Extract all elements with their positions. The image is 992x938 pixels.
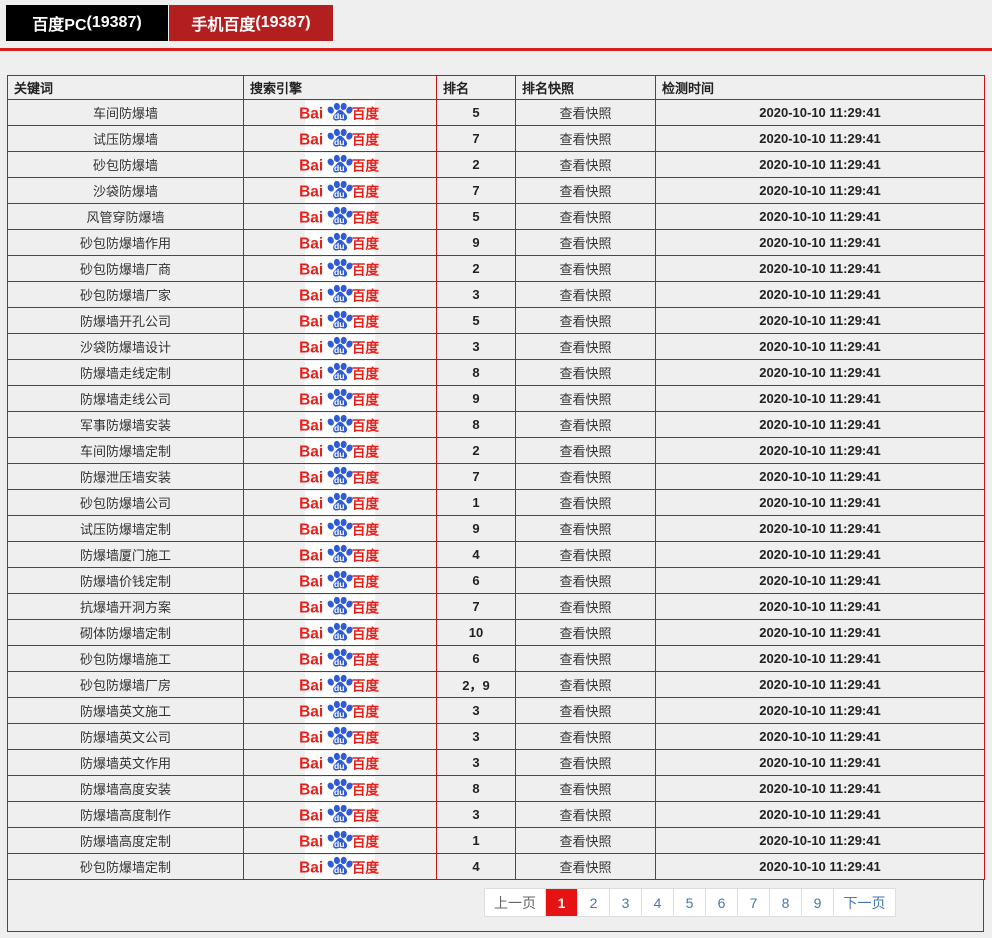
svg-text:du: du: [334, 683, 345, 693]
svg-text:du: du: [334, 111, 345, 121]
svg-text:du: du: [334, 839, 345, 849]
svg-text:Bai: Bai: [299, 495, 323, 512]
svg-text:du: du: [334, 319, 345, 329]
svg-text:Bai: Bai: [299, 261, 323, 278]
svg-text:du: du: [334, 189, 345, 199]
svg-text:Bai: Bai: [299, 209, 323, 226]
svg-text:Bai: Bai: [299, 521, 323, 538]
svg-text:du: du: [334, 579, 345, 589]
svg-text:百度: 百度: [352, 833, 380, 849]
svg-text:百度: 百度: [352, 183, 380, 199]
svg-text:du: du: [334, 709, 345, 719]
svg-text:百度: 百度: [352, 131, 380, 147]
svg-text:Bai: Bai: [299, 859, 323, 876]
svg-text:Bai: Bai: [299, 469, 323, 486]
svg-text:du: du: [334, 267, 345, 277]
svg-text:du: du: [334, 735, 345, 745]
svg-text:du: du: [334, 501, 345, 511]
svg-text:百度: 百度: [352, 703, 380, 719]
svg-text:du: du: [334, 137, 345, 147]
svg-text:du: du: [334, 449, 345, 459]
svg-text:Bai: Bai: [299, 729, 323, 746]
svg-text:百度: 百度: [352, 235, 380, 251]
svg-text:百度: 百度: [352, 625, 380, 641]
svg-text:Bai: Bai: [299, 703, 323, 720]
svg-text:百度: 百度: [352, 755, 380, 771]
svg-text:百度: 百度: [352, 573, 380, 589]
svg-text:Bai: Bai: [299, 833, 323, 850]
svg-text:Bai: Bai: [299, 755, 323, 772]
svg-text:du: du: [334, 241, 345, 251]
svg-text:du: du: [334, 293, 345, 303]
svg-text:Bai: Bai: [299, 651, 323, 668]
svg-text:du: du: [334, 865, 345, 875]
svg-text:du: du: [334, 761, 345, 771]
svg-text:Bai: Bai: [299, 313, 323, 330]
svg-text:du: du: [334, 345, 345, 355]
svg-text:百度: 百度: [352, 417, 380, 433]
svg-text:Bai: Bai: [299, 287, 323, 304]
svg-text:Bai: Bai: [299, 339, 323, 356]
svg-text:Bai: Bai: [299, 547, 323, 564]
svg-text:du: du: [334, 163, 345, 173]
svg-text:Bai: Bai: [299, 443, 323, 460]
svg-text:百度: 百度: [352, 443, 380, 459]
svg-text:du: du: [334, 475, 345, 485]
svg-text:百度: 百度: [352, 261, 380, 277]
svg-text:Bai: Bai: [299, 105, 323, 122]
svg-text:du: du: [334, 605, 345, 615]
svg-text:百度: 百度: [352, 547, 380, 563]
svg-text:百度: 百度: [352, 599, 380, 615]
svg-text:Bai: Bai: [299, 365, 323, 382]
svg-text:百度: 百度: [352, 209, 380, 225]
svg-text:du: du: [334, 371, 345, 381]
svg-text:Bai: Bai: [299, 599, 323, 616]
svg-text:Bai: Bai: [299, 807, 323, 824]
svg-text:Bai: Bai: [299, 625, 323, 642]
svg-text:百度: 百度: [352, 521, 380, 537]
svg-text:du: du: [334, 631, 345, 641]
svg-text:百度: 百度: [352, 651, 380, 667]
svg-text:du: du: [334, 553, 345, 563]
svg-text:du: du: [334, 527, 345, 537]
svg-text:Bai: Bai: [299, 573, 323, 590]
svg-text:Bai: Bai: [299, 391, 323, 408]
svg-text:Bai: Bai: [299, 131, 323, 148]
svg-text:百度: 百度: [352, 391, 380, 407]
svg-text:百度: 百度: [352, 469, 380, 485]
svg-text:Bai: Bai: [299, 157, 323, 174]
svg-text:百度: 百度: [352, 287, 380, 303]
svg-text:百度: 百度: [352, 729, 380, 745]
svg-text:百度: 百度: [352, 807, 380, 823]
svg-text:百度: 百度: [352, 859, 380, 875]
svg-text:Bai: Bai: [299, 417, 323, 434]
svg-text:百度: 百度: [352, 313, 380, 329]
svg-text:百度: 百度: [352, 339, 380, 355]
svg-text:du: du: [334, 657, 345, 667]
svg-text:Bai: Bai: [299, 781, 323, 798]
svg-text:du: du: [334, 423, 345, 433]
svg-text:du: du: [334, 215, 345, 225]
svg-text:百度: 百度: [352, 105, 380, 121]
svg-text:Bai: Bai: [299, 677, 323, 694]
svg-text:du: du: [334, 787, 345, 797]
svg-text:Bai: Bai: [299, 183, 323, 200]
svg-text:du: du: [334, 813, 345, 823]
svg-text:百度: 百度: [352, 365, 380, 381]
svg-text:百度: 百度: [352, 781, 380, 797]
svg-text:百度: 百度: [352, 677, 380, 693]
svg-text:百度: 百度: [352, 495, 380, 511]
svg-text:Bai: Bai: [299, 235, 323, 252]
svg-text:du: du: [334, 397, 345, 407]
svg-text:百度: 百度: [352, 157, 380, 173]
